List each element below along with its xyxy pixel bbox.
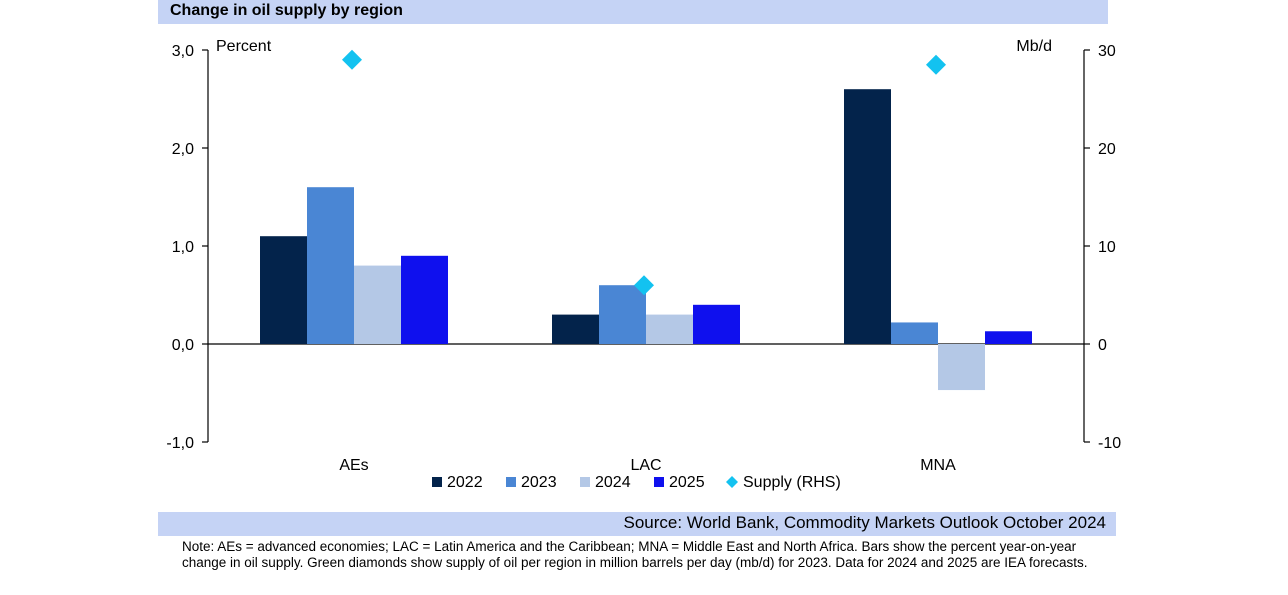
chart-title: Change in oil supply by region xyxy=(170,2,403,19)
bar-2023-LAC xyxy=(599,285,646,344)
legend-label-2024: 2024 xyxy=(595,474,631,491)
right-tick-label: 30 xyxy=(1098,43,1116,60)
legend-swatch-2022 xyxy=(432,477,442,487)
legend-swatch-supply xyxy=(726,476,738,488)
left-tick-label: 3,0 xyxy=(172,43,194,60)
bar-2025-LAC xyxy=(693,304,740,344)
left-tick-label: 2,0 xyxy=(172,141,194,158)
left-tick-label: 1,0 xyxy=(172,239,194,256)
legend-label-2022: 2022 xyxy=(447,474,483,491)
category-label-LAC: LAC xyxy=(630,457,661,474)
chart-legend: 2022 2023 2024 2025 Supply (RHS) xyxy=(432,474,841,491)
bar-2022-AEs xyxy=(260,236,307,344)
bar-2023-AEs xyxy=(307,187,354,344)
bar-2024-MNA xyxy=(938,344,985,391)
supply-diamond-AEs xyxy=(342,49,362,70)
chart-diamonds xyxy=(342,49,946,296)
legend-swatch-2024 xyxy=(580,477,590,487)
bar-2023-MNA xyxy=(891,322,938,344)
right-tick-label: 10 xyxy=(1098,239,1116,256)
legend-label-2025: 2025 xyxy=(669,474,705,491)
supply-diamond-LAC xyxy=(634,275,654,296)
right-axis-label: Mb/d xyxy=(1016,38,1052,55)
bar-2024-AEs xyxy=(354,265,401,344)
right-tick-label: 20 xyxy=(1098,141,1116,158)
chart-note: Note: AEs = advanced economies; LAC = La… xyxy=(182,539,1088,570)
bar-2024-LAC xyxy=(646,314,693,344)
chart-title-bar: Change in oil supply by region xyxy=(158,0,1108,24)
right-tick-label: 0 xyxy=(1098,337,1107,354)
source-text: Source: World Bank, Commodity Markets Ou… xyxy=(623,513,1107,532)
bar-2025-MNA xyxy=(985,331,1032,344)
chart-labels: 3,0 2,0 1,0 0,0 -1,0 30 20 10 0 -10 Percent Mb/d AEs… xyxy=(166,38,1121,474)
legend-swatch-2023 xyxy=(506,477,516,487)
bar-2022-MNA xyxy=(844,89,891,344)
oil-supply-chart: 3,0 2,0 1,0 0,0 -1,0 30 20 10 0 -10 Percent Mb/d AEs… xyxy=(166,38,1121,491)
left-tick-label: -1,0 xyxy=(166,435,194,452)
left-tick-label: 0,0 xyxy=(172,337,194,354)
category-label-MNA: MNA xyxy=(920,457,956,474)
bar-2025-AEs xyxy=(401,255,448,344)
chart-bars xyxy=(260,89,1032,391)
supply-diamond-MNA xyxy=(926,54,946,75)
source-bar: Source: World Bank, Commodity Markets Ou… xyxy=(158,512,1116,536)
legend-label-2023: 2023 xyxy=(521,474,557,491)
bar-2022-LAC xyxy=(552,314,599,344)
legend-swatch-2025 xyxy=(654,477,664,487)
category-label-AEs: AEs xyxy=(339,457,368,474)
left-axis-label: Percent xyxy=(216,38,272,55)
legend-label-supply: Supply (RHS) xyxy=(743,474,841,491)
right-tick-label: -10 xyxy=(1098,435,1121,452)
